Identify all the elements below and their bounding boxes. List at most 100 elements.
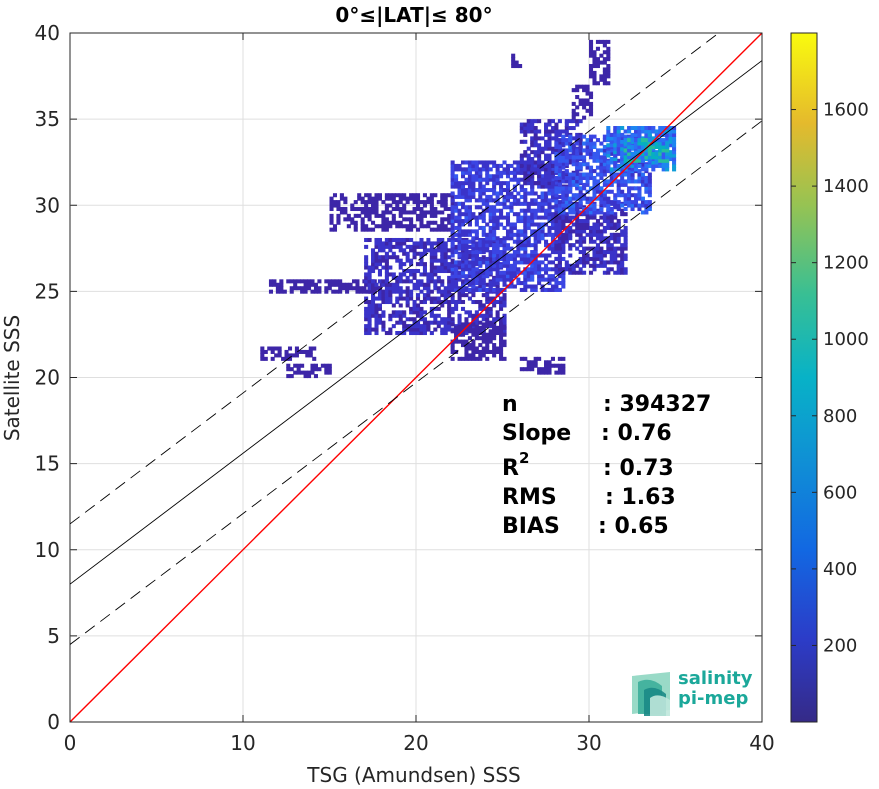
density-cell <box>668 143 673 148</box>
density-cell <box>419 224 424 229</box>
density-cell <box>492 349 497 354</box>
density-cell <box>429 196 434 201</box>
density-cell <box>384 289 389 294</box>
density-cell <box>402 330 407 336</box>
density-cell <box>384 237 389 243</box>
density-cell <box>554 239 559 244</box>
density-cell <box>595 39 600 44</box>
density-cell <box>474 310 479 315</box>
density-cell <box>388 313 393 318</box>
density-cell <box>602 155 607 160</box>
density-cell <box>561 277 566 282</box>
density-cell <box>620 139 625 144</box>
stat-label-r2: R <box>502 456 519 481</box>
density-cell <box>602 193 607 198</box>
density-cell <box>616 193 621 198</box>
density-cell <box>582 115 587 120</box>
density-cell <box>433 296 438 301</box>
density-cell <box>409 279 414 284</box>
density-cell <box>627 138 632 143</box>
density-cell <box>599 250 604 255</box>
density-cell <box>284 349 289 354</box>
density-cell <box>360 227 365 232</box>
density-cell <box>578 144 583 150</box>
density-cell <box>595 236 600 241</box>
density-cell <box>672 143 677 148</box>
density-cell <box>512 270 517 275</box>
density-cell <box>502 201 507 206</box>
density-cell <box>672 146 677 151</box>
density-cell <box>303 374 308 379</box>
density-cell <box>467 329 472 334</box>
density-cell <box>602 144 607 150</box>
density-cell <box>481 317 486 322</box>
density-cell <box>419 282 424 287</box>
density-cell <box>499 296 504 301</box>
density-cell <box>561 225 566 230</box>
density-cell <box>613 260 618 265</box>
density-cell <box>450 229 455 234</box>
density-cell <box>561 215 566 220</box>
density-cell <box>602 200 607 205</box>
density-cell <box>327 363 332 368</box>
density-cell <box>467 198 472 203</box>
density-cell <box>544 201 549 206</box>
colorbar-tick-label: 1600 <box>823 100 869 121</box>
density-cell <box>616 136 621 141</box>
density-cell <box>433 299 438 305</box>
density-cell <box>582 229 587 234</box>
density-cell <box>488 188 493 193</box>
density-cell <box>561 356 566 361</box>
density-cell <box>481 232 486 237</box>
density-cell <box>492 303 497 308</box>
density-cell <box>640 175 645 181</box>
density-cell <box>609 167 614 172</box>
density-cell <box>595 253 600 258</box>
density-cell <box>544 174 549 179</box>
density-cell <box>589 148 594 153</box>
density-cell <box>412 330 417 336</box>
density-cell <box>485 322 490 327</box>
density-cell <box>585 225 590 230</box>
density-cell <box>467 346 472 351</box>
density-cell <box>398 275 403 280</box>
density-cell <box>313 286 318 291</box>
density-cell <box>644 129 649 134</box>
density-cell <box>405 299 410 305</box>
density-cell <box>492 317 497 322</box>
density-cell <box>481 260 486 265</box>
density-cell <box>443 203 448 208</box>
density-cell <box>398 193 403 198</box>
density-cell <box>419 289 424 294</box>
density-cell <box>279 282 284 287</box>
density-cell <box>460 279 466 284</box>
density-cell <box>516 232 521 237</box>
density-cell <box>485 248 490 253</box>
density-cell <box>540 174 545 179</box>
density-cell <box>429 210 434 215</box>
density-cell <box>592 151 597 156</box>
density-cell <box>395 286 400 291</box>
density-cell <box>609 182 614 187</box>
density-cell <box>623 138 628 143</box>
density-cell <box>464 287 469 292</box>
density-cell <box>502 167 507 172</box>
density-cell <box>464 293 469 298</box>
density-cell <box>640 162 645 167</box>
density-cell <box>582 186 587 191</box>
density-cell <box>499 239 504 244</box>
density-cell <box>537 153 542 158</box>
density-cell <box>547 274 552 279</box>
density-cell <box>364 279 369 284</box>
density-cell <box>640 203 645 208</box>
density-cell <box>419 200 424 205</box>
density-cell <box>502 320 507 325</box>
density-cell <box>351 286 357 291</box>
density-cell <box>550 250 555 255</box>
density-cell <box>609 136 614 141</box>
density-cell <box>609 148 614 153</box>
density-cell <box>519 281 524 286</box>
density-cell <box>647 129 652 134</box>
density-cell <box>568 179 573 184</box>
density-cell <box>530 215 535 220</box>
